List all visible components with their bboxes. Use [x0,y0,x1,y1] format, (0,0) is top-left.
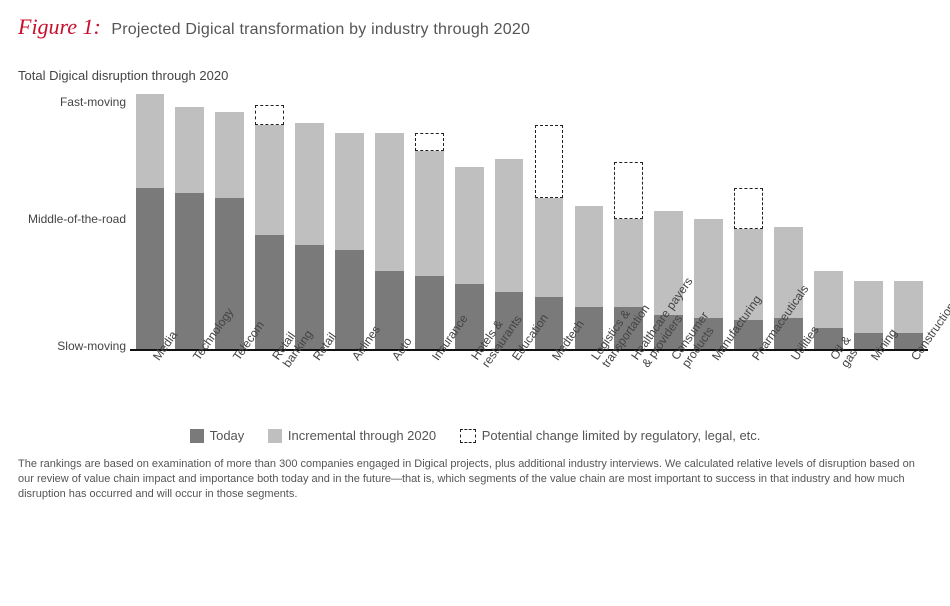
x-label: Insurance [409,351,449,437]
x-label: Auto [369,351,409,437]
bar-segment-incremental [535,198,564,297]
bar-column [130,89,170,349]
y-label-bottom: Slow-moving [57,339,126,353]
bar-segment-dashed [734,188,763,230]
bar-segment-incremental [175,107,204,193]
bar-column [689,89,729,349]
bar-column [409,89,449,349]
bar-segment-dashed [614,162,643,219]
y-axis-labels: Fast-moving Middle-of-the-road Slow-movi… [18,89,126,349]
chart-area: Fast-moving Middle-of-the-road Slow-movi… [18,89,932,419]
x-label: Consumerproducts [649,351,689,437]
x-label: Education [489,351,529,437]
bar-column [569,89,609,349]
bar-segment-incremental [415,151,444,276]
bar-segment-incremental [455,167,484,284]
figure-page: Figure 1: Projected Digical transformati… [0,0,950,606]
bar-column [529,89,569,349]
plot-region [130,89,928,351]
bar-segment-incremental [694,219,723,318]
x-label: Oil &gas [808,351,848,437]
bar-segment-incremental [575,206,604,307]
x-label: Utilities [769,351,809,437]
y-label-mid: Middle-of-the-road [28,212,126,226]
x-label: Technology [170,351,210,437]
bar-segment-today [335,250,364,349]
x-label: Pharmaceuticals [729,351,769,437]
x-label: Hotels &restaurants [449,351,489,437]
bar-segment-dashed [535,125,564,198]
bar-segment-dashed [255,105,284,126]
stacked-bar [335,133,364,349]
chart-title: Total Digical disruption through 2020 [18,68,932,83]
bar-segment-incremental [495,159,524,292]
x-label: Construction [888,351,928,437]
bar-column [290,89,330,349]
stacked-bar [415,151,444,349]
bars-container [130,89,928,349]
bar-segment-dashed [415,133,444,151]
bar-column [449,89,489,349]
bar-column [170,89,210,349]
stacked-bar [255,125,284,349]
x-label: Retailbanking [250,351,290,437]
stacked-bar [295,123,324,349]
bar-segment-incremental [614,219,643,307]
bar-segment-incremental [375,133,404,271]
x-axis-labels: MediaTechnologyTelecomRetailbankingRetai… [130,351,928,437]
stacked-bar [175,107,204,349]
x-label: Airlines [330,351,370,437]
bar-segment-incremental [335,133,364,250]
bar-column [330,89,370,349]
bar-segment-incremental [136,94,165,188]
x-label: Retail [290,351,330,437]
bar-column [848,89,888,349]
figure-title-row: Figure 1: Projected Digical transformati… [18,14,932,40]
figure-label: Figure 1: [18,14,101,39]
bar-segment-today [175,193,204,349]
bar-segment-incremental [854,281,883,333]
stacked-bar [375,133,404,349]
x-label: Medtech [529,351,569,437]
x-label: Healthcare payers& providers [609,351,649,437]
stacked-bar [136,94,165,349]
bar-segment-incremental [215,112,244,198]
bar-segment-today [136,188,165,349]
x-label: Telecom [210,351,250,437]
bar-column [369,89,409,349]
bar-segment-incremental [255,125,284,234]
x-label: Media [130,351,170,437]
x-label: Logistics &transportation [569,351,609,437]
bar-segment-incremental [894,281,923,333]
bar-segment-incremental [295,123,324,245]
bar-column [888,89,928,349]
figure-title-text: Projected Digical transformation by indu… [111,21,530,38]
bar-column [250,89,290,349]
y-label-top: Fast-moving [60,95,126,109]
x-label: Mining [848,351,888,437]
footnote-text: The rankings are based on examination of… [18,457,932,502]
x-label: Manufacturing [689,351,729,437]
bar-segment-incremental [814,271,843,328]
bar-segment-today [375,271,404,349]
bar-column [808,89,848,349]
